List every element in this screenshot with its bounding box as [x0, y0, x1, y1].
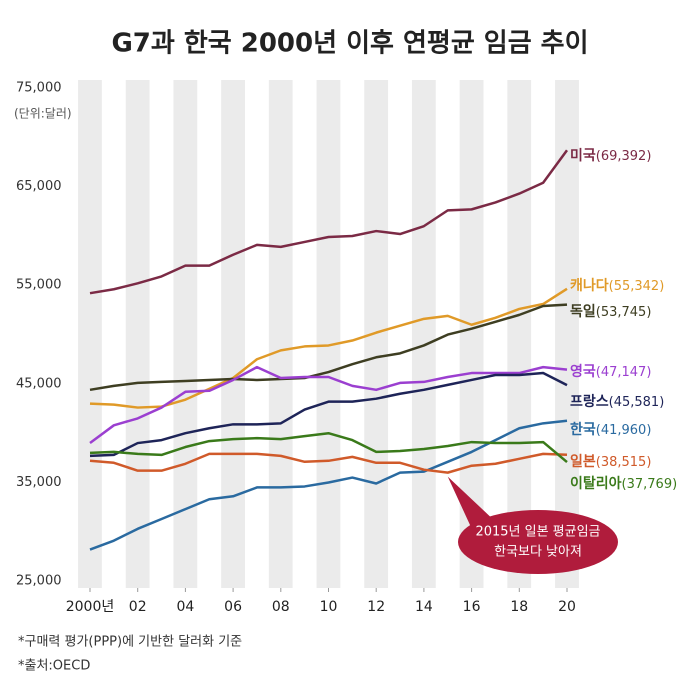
annotation-text: 한국보다 낮아져 — [494, 545, 582, 560]
series-label: 이탈리아(37,769) — [570, 475, 677, 492]
y-tick-label: 55,000 — [16, 278, 62, 293]
band — [54, 80, 79, 588]
band — [125, 80, 150, 588]
annotation-bubble — [458, 510, 618, 574]
series-line — [89, 287, 568, 409]
annotation-text: 2015년 일본 평균임금 — [475, 525, 600, 540]
series-line — [89, 303, 568, 392]
legend-name: 일본 — [570, 454, 596, 470]
band — [411, 80, 436, 588]
x-tick-label: 06 — [224, 599, 242, 615]
series-label: 미국(69,392) — [570, 148, 651, 164]
end-value-label: (38,515) — [596, 455, 652, 470]
band — [197, 80, 222, 588]
y-tick-label: 35,000 — [16, 475, 62, 490]
band — [78, 80, 102, 588]
x-tick-label: 04 — [176, 599, 194, 615]
footnote: *출처:OECD — [18, 659, 90, 674]
series-label: 캐나다(55,342) — [570, 278, 664, 294]
legend-name: 캐나다 — [570, 278, 609, 294]
band — [531, 80, 556, 588]
series-label: 프랑스(45,581) — [570, 394, 664, 410]
end-value-label: (45,581) — [609, 395, 665, 410]
series-label: 한국(41,960) — [570, 422, 651, 438]
x-tick-label: 18 — [510, 599, 528, 615]
y-tick-label: 65,000 — [16, 179, 62, 194]
band — [555, 80, 579, 588]
x-tick-label: 12 — [367, 599, 385, 615]
band — [364, 80, 389, 588]
end-value-label: (47,147) — [596, 365, 652, 380]
band — [388, 80, 412, 588]
series-label: 영국(47,147) — [570, 363, 651, 380]
x-tick-label: 08 — [272, 599, 290, 615]
band — [101, 80, 126, 588]
end-value-label: (41,960) — [596, 423, 652, 438]
band — [316, 80, 341, 588]
legend-name: 영국 — [570, 363, 596, 380]
end-value-label: (69,392) — [596, 149, 652, 164]
x-tick-label: 2000년 — [66, 599, 115, 615]
series-line — [89, 149, 569, 295]
x-tick-label: 02 — [129, 599, 147, 615]
series-label: 독일(53,745) — [570, 304, 651, 320]
band — [340, 80, 365, 588]
band — [483, 80, 508, 588]
legend-name: 미국 — [570, 148, 596, 164]
y-tick-label: 75,000 — [16, 81, 62, 96]
footnote: *구매력 평가(PPP)에 기반한 달러화 기준 — [18, 635, 242, 650]
band — [221, 80, 246, 588]
x-tick-label: 10 — [320, 599, 338, 615]
legend-name: 독일 — [570, 304, 596, 320]
band — [149, 80, 174, 588]
x-tick-label: 16 — [463, 599, 481, 615]
y-tick-label: 45,000 — [16, 376, 62, 391]
x-tick-label: 20 — [558, 599, 576, 615]
series-label: 일본(38,515) — [570, 454, 651, 470]
band — [292, 80, 317, 588]
background-bands — [54, 80, 579, 588]
band — [245, 80, 269, 588]
series-line — [89, 431, 568, 464]
end-value-label: (53,745) — [596, 305, 652, 320]
band — [268, 80, 293, 588]
legend-name: 한국 — [570, 422, 596, 438]
series-line — [89, 371, 568, 458]
end-value-label: (55,342) — [609, 279, 665, 294]
legend-name: 이탈리아 — [570, 475, 622, 492]
legend-name: 프랑스 — [570, 394, 609, 410]
end-value-label: (37,769) — [622, 477, 678, 492]
chart-title: G7과 한국 2000년 이후 연평균 임금 추이 — [111, 29, 588, 59]
y-tick-label: 25,000 — [16, 574, 62, 589]
x-tick-label: 14 — [415, 599, 433, 615]
series-line — [89, 452, 568, 474]
series-line — [89, 419, 568, 551]
series-line — [89, 365, 568, 445]
unit-label: (단위:달러) — [14, 107, 72, 121]
